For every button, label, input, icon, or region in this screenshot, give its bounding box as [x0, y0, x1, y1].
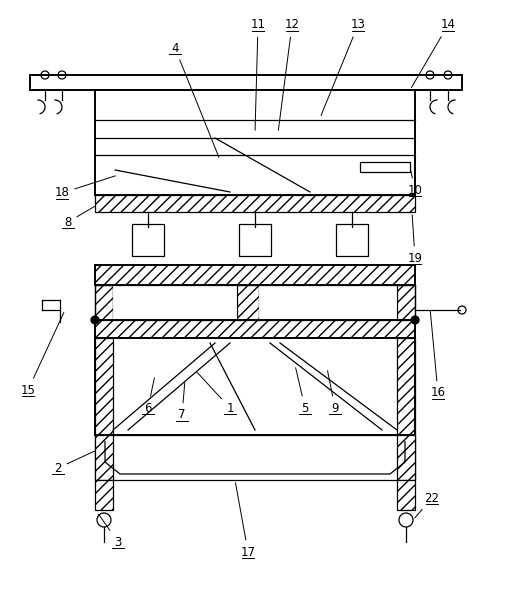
Bar	[95, 480, 113, 510]
Circle shape	[411, 316, 419, 324]
Bar	[30, 75, 462, 90]
Bar	[113, 285, 237, 320]
Text: 22: 22	[415, 491, 439, 518]
Text: 13: 13	[321, 18, 365, 115]
Text: 10: 10	[408, 170, 422, 196]
Text: 11: 11	[250, 18, 266, 130]
Bar	[132, 224, 164, 256]
Text: 6: 6	[144, 378, 154, 415]
Text: 3: 3	[99, 514, 122, 549]
Text: 7: 7	[178, 383, 186, 421]
Bar	[95, 338, 113, 435]
Text: 9: 9	[328, 371, 339, 415]
Bar	[360, 162, 410, 172]
Bar	[95, 435, 415, 480]
Bar	[336, 224, 368, 256]
Bar	[397, 480, 415, 510]
Bar	[239, 224, 271, 256]
Bar	[95, 195, 415, 212]
Bar	[95, 90, 415, 195]
Bar	[95, 435, 113, 480]
Bar	[259, 285, 397, 320]
Text: 12: 12	[278, 18, 299, 130]
Text: 17: 17	[236, 483, 256, 559]
Bar	[237, 285, 259, 320]
Text: 14: 14	[411, 18, 456, 87]
Text: 1: 1	[197, 372, 234, 415]
Text: 19: 19	[408, 215, 422, 265]
Bar	[95, 320, 415, 338]
Text: 5: 5	[296, 368, 308, 415]
Text: 16: 16	[430, 311, 445, 399]
Text: 4: 4	[171, 42, 219, 158]
Text: 15: 15	[20, 312, 64, 396]
Bar	[397, 338, 415, 435]
Text: 2: 2	[54, 451, 95, 474]
Bar	[95, 285, 113, 320]
Circle shape	[91, 316, 99, 324]
Bar	[397, 435, 415, 480]
Text: 8: 8	[64, 206, 95, 228]
Bar	[95, 265, 415, 285]
Text: 18: 18	[54, 176, 116, 199]
Bar	[397, 285, 415, 320]
